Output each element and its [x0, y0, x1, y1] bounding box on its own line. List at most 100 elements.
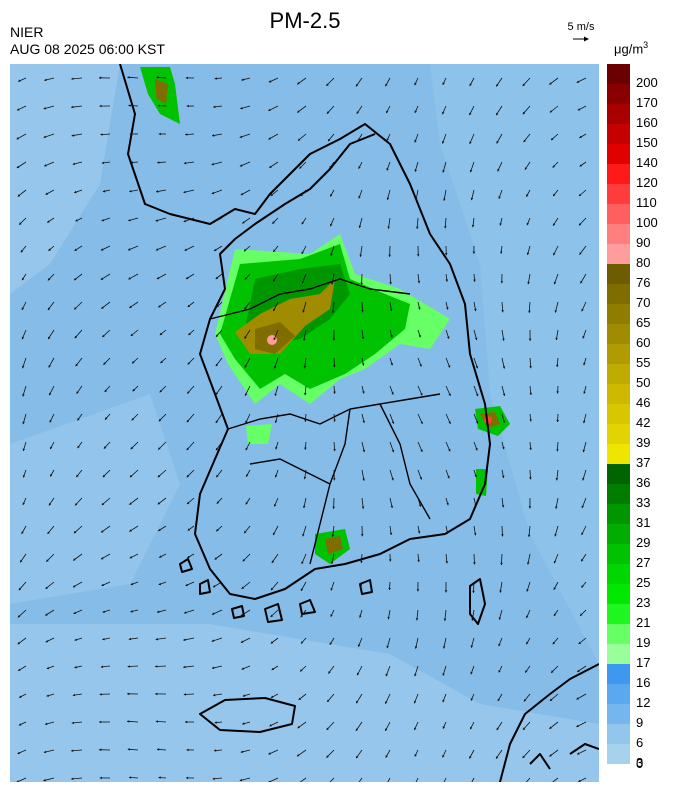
wind-arrow-head: [549, 82, 552, 85]
wind-arrow-head: [581, 585, 584, 588]
wind-arrow-head: [413, 700, 417, 704]
wind-arrow-head: [127, 748, 130, 751]
wind-arrow-head: [326, 111, 330, 114]
wind-arrow-head: [556, 449, 559, 452]
wind-arrow-head: [442, 82, 445, 85]
wind-arrow-head: [104, 389, 107, 392]
wind-arrow-head: [242, 221, 245, 224]
wind-arrow-head: [528, 506, 532, 509]
legend-label: 21: [636, 615, 651, 630]
wind-arrow-head: [49, 420, 52, 423]
wind-arrow-head: [578, 641, 581, 644]
wind-arrow-head: [44, 78, 47, 82]
wind-arrow-head: [214, 248, 217, 251]
wind-arrow-head: [522, 83, 525, 86]
wind-arrow-head: [526, 252, 530, 255]
wind-arrow-head: [330, 194, 333, 197]
wind-arrow-head: [388, 587, 391, 590]
wind-arrow-head: [102, 334, 105, 338]
wind-arrow-head: [244, 365, 247, 368]
legend-swatch: [607, 544, 630, 564]
wind-arrow-head: [333, 365, 336, 368]
legend-label: 150: [636, 135, 658, 150]
west-islands: [179, 558, 245, 619]
wind-arrow-head: [385, 755, 388, 758]
wind-arrow-head: [213, 585, 216, 588]
wind-reference-arrow-icon: [573, 36, 589, 42]
wind-arrow-head: [187, 528, 191, 531]
wind-arrow-head: [71, 105, 74, 109]
wind-arrow-head: [215, 447, 219, 451]
wind-arrow-head: [47, 307, 51, 310]
wind-arrow-head: [414, 140, 417, 143]
legend-label: 25: [636, 575, 651, 590]
wind-arrow-head: [442, 141, 445, 144]
legend-swatch: [607, 724, 630, 744]
wind-arrow-head: [328, 138, 331, 142]
legend-label: 37: [636, 455, 651, 470]
legend-swatch: [607, 584, 630, 604]
legend-label: 16: [636, 675, 651, 690]
wind-arrow-head: [75, 219, 78, 222]
wind-arrow-head: [215, 363, 219, 367]
wind-arrow-head: [496, 112, 499, 116]
wind-arrow-head: [389, 308, 393, 312]
wind-arrow-head: [469, 756, 472, 759]
wind-arrow-head: [214, 721, 217, 724]
jeju-island: [199, 697, 296, 733]
wind-arrow-head: [527, 281, 530, 285]
wind-arrow-head: [240, 750, 244, 753]
wind-arrow-head: [48, 248, 51, 251]
wind-arrow-head: [244, 336, 247, 339]
wind-arrow: [471, 777, 475, 782]
wind-arrow-head: [362, 420, 365, 423]
legend-swatch: [607, 624, 630, 644]
wind-arrow-head: [553, 223, 556, 226]
wind-arrow-head: [303, 338, 306, 341]
unit-exponent: 3: [643, 40, 649, 50]
wind-arrow-head: [128, 637, 132, 641]
wind-arrow-head: [268, 108, 271, 111]
wind-arrow-head: [130, 161, 133, 164]
wind-arrow-head: [183, 638, 186, 642]
legend-swatch: [607, 484, 630, 504]
wind-arrow-head: [358, 166, 361, 169]
wind-arrow-head: [302, 310, 305, 313]
wind-arrow-head: [552, 641, 555, 645]
wind-arrow-head: [576, 724, 579, 728]
legend-label: 46: [636, 395, 651, 410]
wind-arrow-head: [416, 226, 419, 229]
wind-arrow-head: [387, 617, 390, 620]
wind-arrow-head: [329, 166, 332, 169]
wind-arrow-head: [475, 448, 478, 451]
wind-arrow-head: [22, 365, 25, 369]
wind-arrow-head: [443, 618, 447, 621]
wind-arrow-head: [300, 614, 303, 618]
wind-arrow-head: [300, 193, 304, 197]
wind-arrow-head: [469, 83, 472, 86]
wind-arrow-head: [362, 391, 365, 394]
legend-label: 36: [636, 475, 651, 490]
wind-arrow-head: [17, 751, 20, 755]
wind-arrow-head: [526, 615, 529, 619]
wind-arrow-head: [130, 610, 133, 613]
wind-arrow-head: [46, 666, 50, 670]
wind-arrow: [525, 777, 531, 782]
wind-arrow-head: [47, 531, 50, 534]
wind-arrow: [329, 777, 335, 782]
wind-arrow-head: [43, 135, 46, 138]
wind-arrow-head: [357, 672, 360, 676]
legend-swatch: [607, 664, 630, 684]
wind-arrow-head: [552, 165, 555, 168]
wind-arrow-head: [184, 611, 187, 614]
wind-arrow-head: [239, 135, 243, 138]
wind-arrow-head: [129, 474, 133, 478]
wind-arrow-head: [553, 193, 556, 197]
wind-arrow-head: [442, 111, 445, 115]
wind-arrow-head: [580, 613, 583, 616]
wind-arrow-head: [581, 532, 584, 535]
wind-arrow-head: [359, 254, 362, 257]
wind-arrow-head: [385, 83, 388, 87]
wind-arrow-head: [299, 166, 302, 169]
wind-arrow-head: [240, 640, 244, 643]
